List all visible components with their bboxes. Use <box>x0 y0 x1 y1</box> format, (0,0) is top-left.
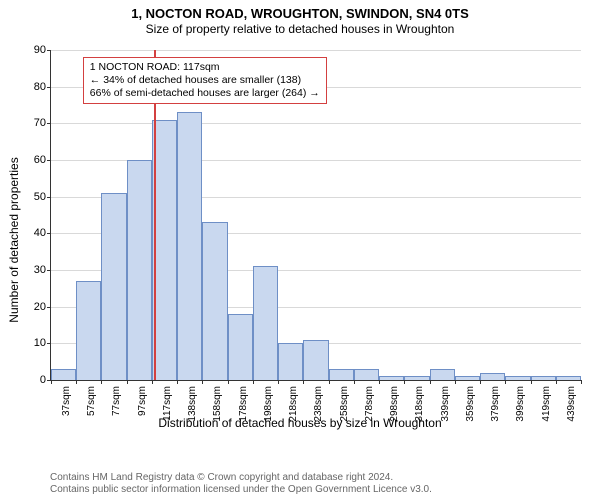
grid-line <box>51 123 581 124</box>
y-tick-label: 70 <box>34 117 51 129</box>
histogram-bar <box>253 266 278 380</box>
x-tick-mark <box>127 380 128 384</box>
y-tick-label: 0 <box>40 374 51 386</box>
x-tick-mark <box>531 380 532 384</box>
histogram-bar <box>379 376 404 380</box>
page-title: 1, NOCTON ROAD, WROUGHTON, SWINDON, SN4 … <box>0 0 600 22</box>
x-tick-mark <box>430 380 431 384</box>
x-tick-mark <box>152 380 153 384</box>
x-tick-mark <box>228 380 229 384</box>
x-tick-mark <box>303 380 304 384</box>
histogram-bar <box>202 222 227 380</box>
y-axis-label: Number of detached properties <box>7 157 21 322</box>
histogram-bar <box>354 369 379 380</box>
y-tick-label: 50 <box>34 191 51 203</box>
histogram-bar <box>51 369 76 380</box>
x-tick-mark <box>101 380 102 384</box>
y-tick-label: 60 <box>34 154 51 166</box>
annotation-box: 1 NOCTON ROAD: 117sqm← 34% of detached h… <box>83 57 327 104</box>
annotation-line: 1 NOCTON ROAD: 117sqm <box>90 61 320 74</box>
y-tick-label: 10 <box>34 337 51 349</box>
x-tick-mark <box>379 380 380 384</box>
histogram-bar <box>329 369 354 380</box>
histogram-bar <box>505 376 530 380</box>
y-tick-label: 20 <box>34 301 51 313</box>
x-tick-mark <box>404 380 405 384</box>
grid-line <box>51 50 581 51</box>
chart-container: Number of detached properties 0102030405… <box>0 40 600 440</box>
histogram-bar <box>556 376 581 380</box>
license-text: Contains HM Land Registry data © Crown c… <box>50 472 432 496</box>
histogram-bar <box>177 112 202 380</box>
x-tick-mark <box>76 380 77 384</box>
license-line-2: Contains public sector information licen… <box>50 484 432 496</box>
y-tick-label: 90 <box>34 44 51 56</box>
histogram-bar <box>76 281 101 380</box>
x-tick-label: 97sqm <box>137 386 148 416</box>
annotation-line: ← 34% of detached houses are smaller (13… <box>90 74 320 87</box>
x-tick-mark <box>505 380 506 384</box>
y-tick-label: 80 <box>34 81 51 93</box>
histogram-bar <box>101 193 126 380</box>
histogram-bar <box>531 376 556 380</box>
x-tick-mark <box>177 380 178 384</box>
x-tick-mark <box>480 380 481 384</box>
x-tick-mark <box>51 380 52 384</box>
histogram-bar <box>430 369 455 380</box>
x-tick-mark <box>253 380 254 384</box>
histogram-bar <box>278 343 303 380</box>
x-tick-mark <box>329 380 330 384</box>
annotation-line: 66% of semi-detached houses are larger (… <box>90 87 320 100</box>
x-tick-label: 37sqm <box>61 386 72 416</box>
histogram-bar <box>228 314 253 380</box>
histogram-bar <box>480 373 505 380</box>
histogram-bar <box>303 340 328 380</box>
x-tick-mark <box>202 380 203 384</box>
x-tick-mark <box>581 380 582 384</box>
x-tick-mark <box>455 380 456 384</box>
y-tick-label: 30 <box>34 264 51 276</box>
license-line-1: Contains HM Land Registry data © Crown c… <box>50 472 432 484</box>
y-tick-label: 40 <box>34 227 51 239</box>
x-tick-mark <box>278 380 279 384</box>
x-tick-mark <box>556 380 557 384</box>
histogram-bar <box>127 160 152 380</box>
x-axis-label: Distribution of detached houses by size … <box>0 416 600 430</box>
plot-area: 010203040506070809037sqm57sqm77sqm97sqm1… <box>50 50 581 381</box>
page-subtitle: Size of property relative to detached ho… <box>0 22 600 38</box>
x-tick-label: 57sqm <box>86 386 97 416</box>
histogram-bar <box>455 376 480 380</box>
x-tick-label: 77sqm <box>111 386 122 416</box>
histogram-bar <box>404 376 429 380</box>
x-tick-mark <box>354 380 355 384</box>
